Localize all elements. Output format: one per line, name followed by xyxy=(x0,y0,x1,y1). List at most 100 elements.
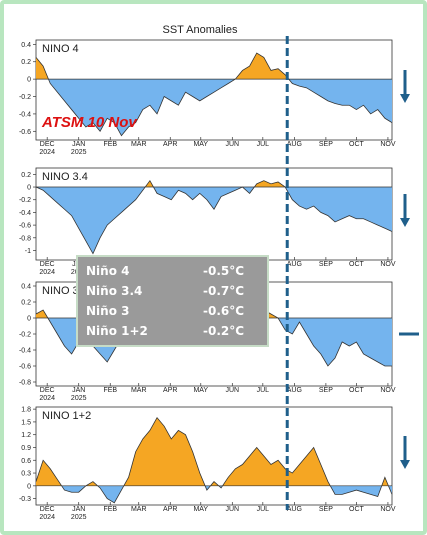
trend-arrow-down-icon xyxy=(400,94,410,103)
x-tick-month: FEB xyxy=(103,506,117,513)
x-tick-month: JAN xyxy=(72,506,85,513)
x-tick-month: AUG xyxy=(287,387,302,394)
trend-arrow-down-icon xyxy=(400,460,410,469)
y-tick-label: -0.8 xyxy=(19,235,31,242)
x-tick-year: 2024 xyxy=(39,395,55,402)
x-tick-month: JAN xyxy=(72,387,85,394)
trend-arrow-down-icon xyxy=(400,218,410,227)
y-tick-label: 0 xyxy=(27,316,31,323)
x-tick-month: AUG xyxy=(287,261,302,268)
y-tick-label: 0.4 xyxy=(21,42,31,49)
summary-value-nino4: -0.5°C xyxy=(203,264,245,278)
x-tick-month: MAY xyxy=(193,506,208,513)
summary-label-nino34: Niño 3.4 xyxy=(86,284,143,298)
x-tick-month: JUN xyxy=(225,141,239,148)
x-tick-month: DEC xyxy=(40,261,55,268)
anomaly-summary-box: Niño 4 -0.5°C Niño 3.4 -0.7°C Niño 3 -0.… xyxy=(76,255,269,347)
y-tick-label: 0.2 xyxy=(21,300,31,307)
y-tick-label: -0.2 xyxy=(19,94,31,101)
y-tick-label: -0.4 xyxy=(19,111,31,118)
anomaly-line xyxy=(35,179,393,255)
x-tick-year: 2025 xyxy=(71,149,87,156)
x-tick-month: OCT xyxy=(349,387,365,394)
x-tick-month: JUL xyxy=(257,387,270,394)
x-tick-year: 2025 xyxy=(71,514,87,521)
atsm-annotation: ATSM 10 Nov xyxy=(41,114,138,131)
y-tick-label: 0 xyxy=(27,77,31,84)
x-tick-month: OCT xyxy=(349,141,365,148)
x-tick-month: NOV xyxy=(380,261,396,268)
x-tick-year: 2025 xyxy=(71,395,87,402)
panel-2: 0.20-0.2-0.4-0.6-0.8-1DEC2024JAN2025FEBM… xyxy=(19,167,410,276)
x-tick-month: NOV xyxy=(380,141,396,148)
x-tick-month: MAR xyxy=(131,387,147,394)
summary-label-nino12: Niño 1+2 xyxy=(86,324,148,338)
x-tick-month: JUL xyxy=(257,141,270,148)
y-tick-label: 0.2 xyxy=(21,59,31,66)
y-tick-label: -0.6 xyxy=(19,129,31,136)
panel-name: NINO 4 xyxy=(42,43,79,55)
summary-label-nino4: Niño 4 xyxy=(86,264,130,278)
summary-value-nino3: -0.6°C xyxy=(203,304,245,318)
x-tick-year: 2024 xyxy=(39,514,55,521)
y-tick-label: -0.3 xyxy=(19,496,31,503)
x-tick-month: SEP xyxy=(319,261,333,268)
summary-label-nino3: Niño 3 xyxy=(86,304,130,318)
x-tick-month: APR xyxy=(163,141,177,148)
x-tick-month: AUG xyxy=(287,141,302,148)
x-tick-month: SEP xyxy=(319,506,333,513)
y-tick-label: 0 xyxy=(27,185,31,192)
y-tick-label: 0.9 xyxy=(21,445,31,452)
y-tick-label: -0.4 xyxy=(19,348,31,355)
x-tick-month: AUG xyxy=(287,506,302,513)
x-tick-month: MAY xyxy=(193,387,208,394)
y-tick-label: 0.2 xyxy=(21,172,31,179)
x-tick-month: DEC xyxy=(40,506,55,513)
x-tick-month: APR xyxy=(163,506,177,513)
anomaly-line xyxy=(35,416,393,504)
summary-value-nino34: -0.7°C xyxy=(203,284,245,298)
summary-value-nino12: -0.2°C xyxy=(203,324,245,338)
negative-anomaly-area xyxy=(36,187,392,254)
panel-name: NINO 3.4 xyxy=(42,171,88,183)
negative-anomaly-area xyxy=(48,79,392,136)
x-tick-month: DEC xyxy=(40,141,55,148)
x-tick-year: 2024 xyxy=(39,149,55,156)
y-tick-label: -0.8 xyxy=(19,380,31,387)
x-tick-month: APR xyxy=(163,387,177,394)
y-tick-label: 1.2 xyxy=(21,432,31,439)
x-tick-month: FEB xyxy=(103,387,117,394)
x-tick-month: SEP xyxy=(319,387,333,394)
y-tick-label: 0.6 xyxy=(21,458,31,465)
panel-name: NINO 3 xyxy=(42,285,79,297)
x-tick-year: 2024 xyxy=(39,269,55,276)
chart-title: SST Anomalies xyxy=(162,24,238,36)
x-tick-month: JUL xyxy=(257,506,270,513)
y-tick-label: 0.3 xyxy=(21,471,31,478)
y-tick-label: -0.2 xyxy=(19,332,31,339)
x-tick-month: JUN xyxy=(225,506,239,513)
y-tick-label: 0.4 xyxy=(21,284,31,291)
anomaly-line xyxy=(35,52,393,137)
negative-anomaly-area xyxy=(61,485,392,503)
panel-name: NINO 1+2 xyxy=(42,410,91,422)
x-tick-month: FEB xyxy=(103,141,117,148)
x-tick-month: JUN xyxy=(225,387,239,394)
y-tick-label: 1.5 xyxy=(21,419,31,426)
x-tick-month: NOV xyxy=(380,387,396,394)
y-tick-label: -0.4 xyxy=(19,210,31,217)
y-tick-label: -0.6 xyxy=(19,223,31,230)
x-tick-month: SEP xyxy=(319,141,333,148)
x-tick-month: MAR xyxy=(131,141,147,148)
x-tick-month: MAY xyxy=(193,141,208,148)
x-tick-month: OCT xyxy=(349,506,365,513)
y-tick-label: -0.6 xyxy=(19,364,31,371)
x-tick-month: MAR xyxy=(131,506,147,513)
y-tick-label: -0.2 xyxy=(19,197,31,204)
x-tick-month: JAN xyxy=(72,141,85,148)
x-tick-month: DEC xyxy=(40,387,55,394)
y-tick-label: 1.8 xyxy=(21,407,31,414)
y-tick-label: 0 xyxy=(27,483,31,490)
